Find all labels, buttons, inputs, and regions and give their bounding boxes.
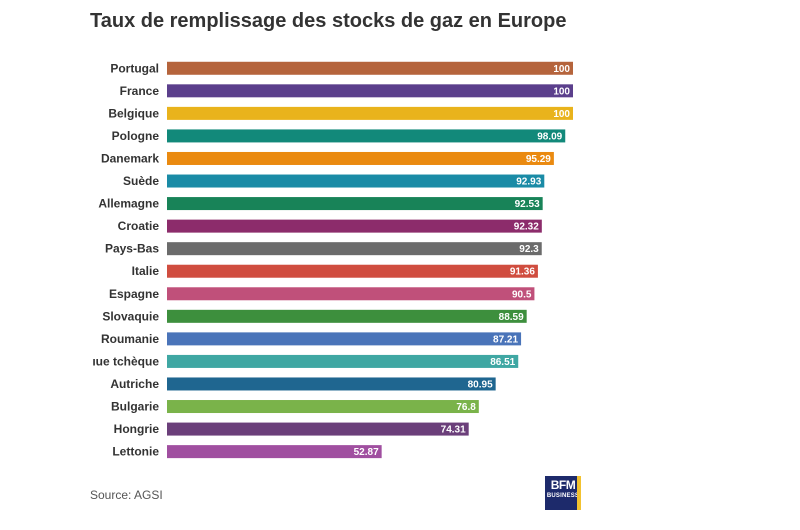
bar <box>167 309 527 323</box>
category-label: Suède <box>123 174 159 188</box>
bar <box>167 129 566 143</box>
value-label: 100 <box>553 86 570 97</box>
value-label: 76.8 <box>456 402 476 413</box>
bar <box>167 287 535 301</box>
value-label: 92.32 <box>514 222 539 233</box>
bar <box>167 377 496 391</box>
category-label: ıue tchèque <box>92 354 159 368</box>
value-label: 80.95 <box>468 379 493 390</box>
value-label: 90.5 <box>512 289 532 300</box>
bar <box>167 445 382 459</box>
bar <box>167 84 573 98</box>
bar <box>167 219 542 233</box>
category-label: Danemark <box>101 151 159 165</box>
logo-text-bfm: BFM <box>550 478 576 492</box>
value-label: 100 <box>553 109 570 120</box>
category-label: Hongrie <box>114 422 160 436</box>
bar <box>167 332 522 346</box>
logo-text-business: BUSINESS <box>546 493 580 499</box>
value-label: 100 <box>553 64 570 75</box>
bar <box>167 174 545 188</box>
value-label: 52.87 <box>354 447 379 458</box>
category-label: Bulgarie <box>111 400 159 414</box>
category-label: Allemagne <box>98 197 159 211</box>
category-label: Croatie <box>118 219 160 233</box>
category-label: France <box>120 84 160 98</box>
category-label: Slovaquie <box>102 309 159 323</box>
category-label: Autriche <box>110 377 159 391</box>
bar <box>167 264 538 278</box>
bar <box>167 400 479 414</box>
value-label: 87.21 <box>493 334 518 345</box>
bar <box>167 242 542 256</box>
value-label: 92.3 <box>519 244 539 255</box>
logo-accent-bar <box>577 476 581 510</box>
value-label: 86.51 <box>490 357 515 368</box>
category-label: Pays-Bas <box>105 242 159 256</box>
bar <box>167 151 554 165</box>
category-label: Espagne <box>109 287 159 301</box>
chart-title: Taux de remplissage des stocks de gaz en… <box>90 10 567 32</box>
category-label: Pologne <box>112 129 160 143</box>
value-label: 92.93 <box>516 177 541 188</box>
bfm-business-logo: BFM BUSINESS <box>545 476 581 510</box>
value-label: 95.29 <box>526 154 551 165</box>
bar <box>167 197 543 211</box>
bar <box>167 106 573 120</box>
value-label: 92.53 <box>515 199 540 210</box>
value-label: 88.59 <box>499 312 524 323</box>
source-note: Source: AGSI <box>90 488 163 502</box>
value-label: 74.31 <box>441 425 466 436</box>
category-label: Portugal <box>110 61 159 75</box>
bar <box>167 422 469 436</box>
value-label: 91.36 <box>510 267 535 278</box>
bar <box>167 61 573 75</box>
bar <box>167 354 519 368</box>
category-label: Belgique <box>108 106 159 120</box>
category-label: Roumanie <box>101 332 159 346</box>
value-label: 98.09 <box>537 131 562 142</box>
category-label: Lettonie <box>112 445 159 459</box>
category-label: Italie <box>132 264 160 278</box>
